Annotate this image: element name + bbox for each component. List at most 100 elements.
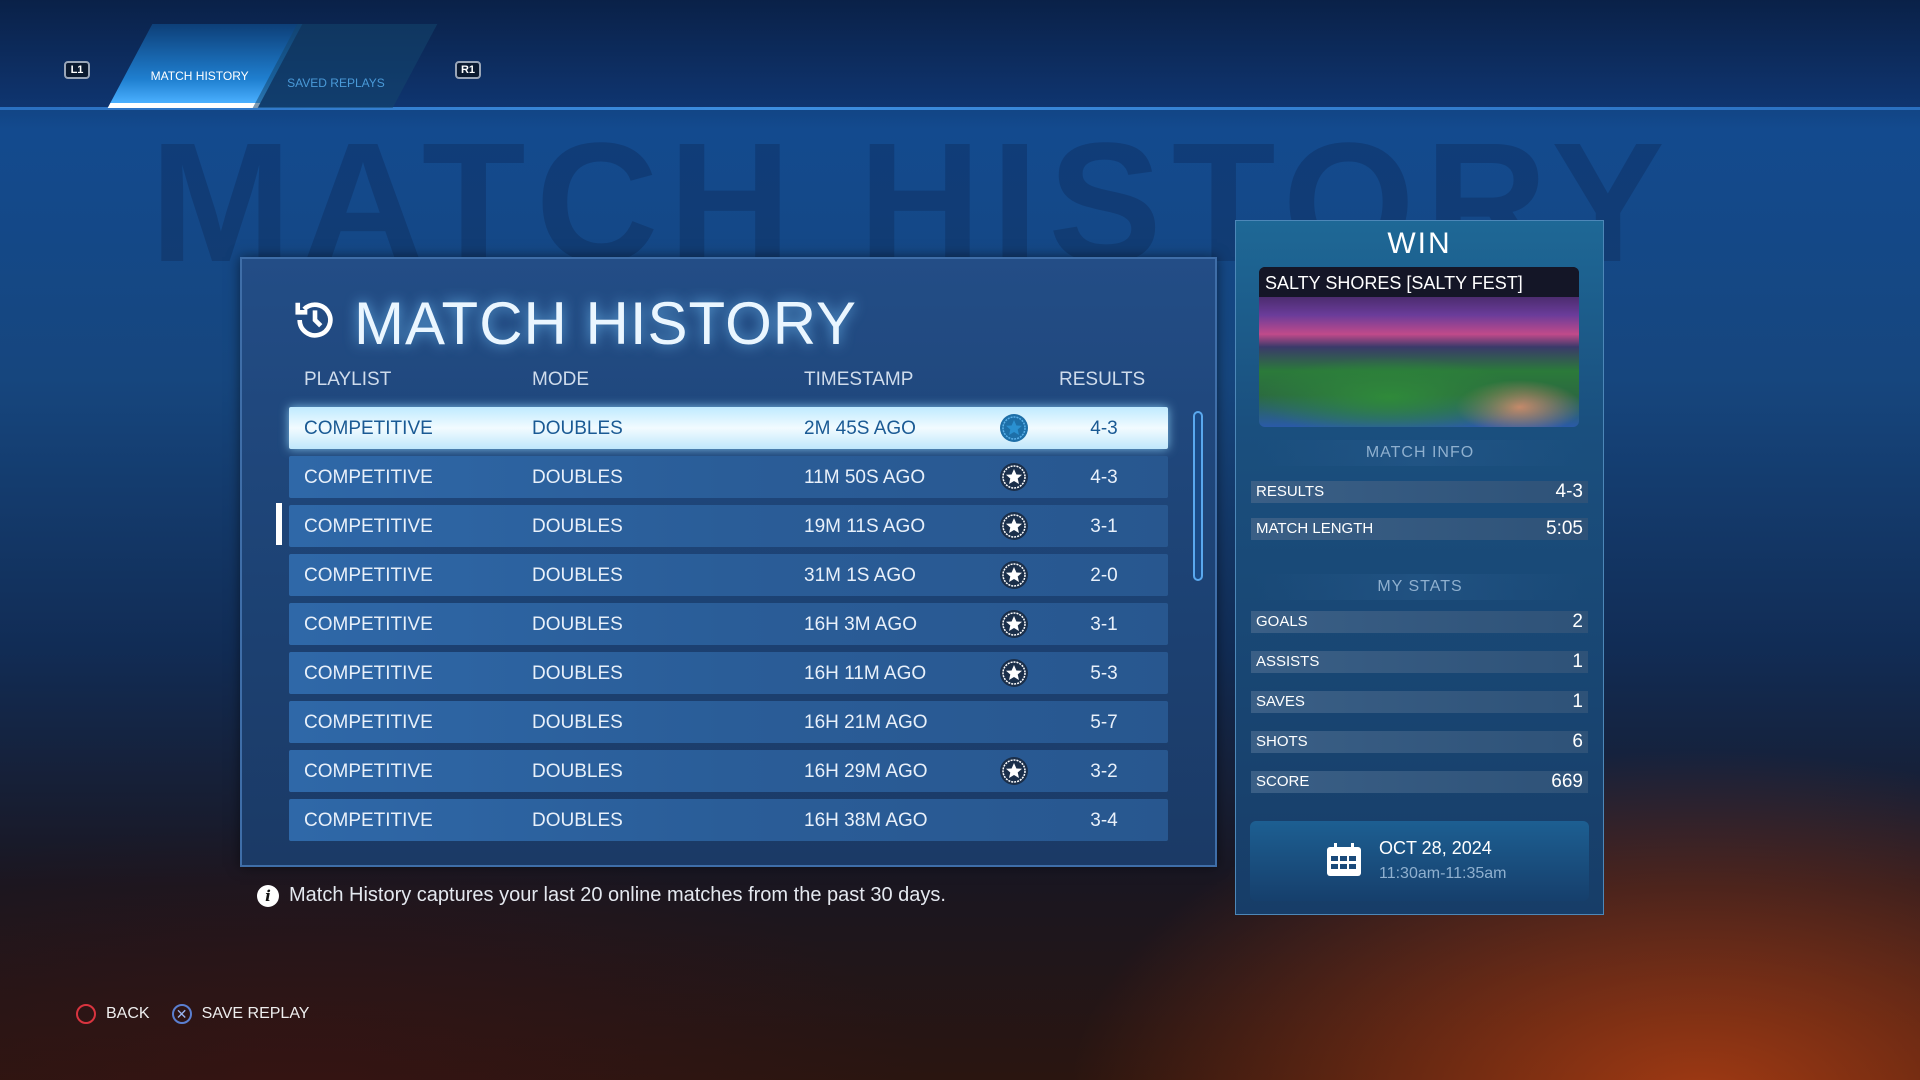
table-row[interactable]: COMPETITIVE DOUBLES 16H 29M AGO 3-2 bbox=[289, 750, 1168, 792]
cell-mode: DOUBLES bbox=[532, 712, 623, 733]
table-row[interactable]: COMPETITIVE DOUBLES 11M 50S AGO 4-3 bbox=[289, 456, 1168, 498]
stat-value: 669 bbox=[1551, 771, 1583, 792]
win-star-icon bbox=[1000, 610, 1028, 638]
cell-playlist: COMPETITIVE bbox=[304, 712, 433, 733]
info-text: Match History captures your last 20 onli… bbox=[289, 884, 946, 906]
cell-playlist: COMPETITIVE bbox=[304, 418, 433, 439]
info-note: i Match History captures your last 20 on… bbox=[257, 884, 946, 907]
stat-label: ASSISTS bbox=[1256, 653, 1320, 670]
table-row[interactable]: COMPETITIVE DOUBLES 16H 3M AGO 3-1 bbox=[289, 603, 1168, 645]
cell-playlist: COMPETITIVE bbox=[304, 761, 433, 782]
win-star-icon bbox=[1000, 659, 1028, 687]
table-row[interactable]: COMPETITIVE DOUBLES 16H 21M AGO 5-7 bbox=[289, 701, 1168, 743]
table-row[interactable]: COMPETITIVE DOUBLES 2M 45S AGO 4-3 bbox=[289, 407, 1168, 449]
stat-assists: ASSISTS 1 bbox=[1251, 651, 1588, 673]
circle-button-icon bbox=[76, 1004, 96, 1024]
history-icon bbox=[295, 302, 333, 338]
match-info-heading: MATCH INFO bbox=[1256, 440, 1584, 466]
column-playlist: PLAYLIST bbox=[304, 369, 392, 390]
cell-mode: DOUBLES bbox=[532, 418, 623, 439]
top-divider bbox=[0, 107, 1920, 110]
cell-playlist: COMPETITIVE bbox=[304, 810, 433, 831]
cell-timestamp: 19M 11S AGO bbox=[804, 516, 926, 537]
cell-playlist: COMPETITIVE bbox=[304, 663, 433, 684]
cell-mode: DOUBLES bbox=[532, 467, 623, 488]
cell-result: 3-1 bbox=[1090, 516, 1118, 537]
cell-result: 4-3 bbox=[1090, 467, 1118, 488]
cell-result: 5-7 bbox=[1090, 712, 1118, 733]
stat-label: SAVES bbox=[1256, 693, 1305, 710]
cell-timestamp: 16H 38M AGO bbox=[804, 810, 928, 831]
match-date: OCT 28, 2024 bbox=[1379, 838, 1492, 858]
column-results: RESULTS bbox=[1059, 369, 1146, 390]
cell-timestamp: 2M 45S AGO bbox=[804, 418, 916, 439]
cell-mode: DOUBLES bbox=[532, 810, 623, 831]
l1-button[interactable]: L1 bbox=[64, 61, 90, 79]
stat-label: MATCH LENGTH bbox=[1256, 520, 1374, 537]
match-details-panel: WIN SALTY SHORES [SALTY FEST] MATCH INFO… bbox=[1235, 220, 1604, 915]
r1-button[interactable]: R1 bbox=[455, 61, 481, 79]
table-row[interactable]: COMPETITIVE DOUBLES 31M 1S AGO 2-0 bbox=[289, 554, 1168, 596]
calendar-icon bbox=[1327, 843, 1361, 876]
cell-playlist: COMPETITIVE bbox=[304, 516, 433, 537]
cell-result: 3-2 bbox=[1090, 761, 1118, 782]
cell-result: 2-0 bbox=[1090, 565, 1118, 586]
stat-label: SCORE bbox=[1256, 773, 1310, 790]
stat-label: GOALS bbox=[1256, 613, 1308, 630]
save-replay-button[interactable]: SAVE REPLAY bbox=[201, 1005, 310, 1022]
match-date-box: OCT 28, 2024 11:30am-11:35am bbox=[1250, 821, 1589, 901]
map-preview: SALTY SHORES [SALTY FEST] bbox=[1259, 267, 1579, 427]
cell-playlist: COMPETITIVE bbox=[304, 614, 433, 635]
cross-button-icon: ✕ bbox=[171, 1004, 192, 1024]
win-star-icon bbox=[1000, 757, 1028, 785]
page-title: MATCH HISTORY bbox=[354, 290, 858, 357]
cell-timestamp: 16H 21M AGO bbox=[804, 712, 928, 733]
stat-score: SCORE 669 bbox=[1251, 771, 1588, 793]
scrollbar[interactable] bbox=[1193, 411, 1203, 581]
cell-mode: DOUBLES bbox=[532, 516, 623, 537]
stat-label: RESULTS bbox=[1256, 483, 1325, 500]
cell-result: 4-3 bbox=[1090, 418, 1118, 439]
cell-mode: DOUBLES bbox=[532, 761, 623, 782]
stat-value: 5:05 bbox=[1546, 518, 1583, 539]
cell-result: 3-4 bbox=[1090, 810, 1118, 831]
win-star-icon bbox=[1000, 561, 1028, 589]
stat-value: 6 bbox=[1572, 731, 1583, 752]
stat-shots: SHOTS 6 bbox=[1251, 731, 1588, 753]
cell-mode: DOUBLES bbox=[532, 614, 623, 635]
cell-timestamp: 16H 11M AGO bbox=[804, 663, 927, 684]
focus-indicator bbox=[276, 503, 282, 545]
match-history-panel: MATCH HISTORY PLAYLIST MODE TIMESTAMP RE… bbox=[240, 257, 1217, 867]
win-star-icon bbox=[1000, 512, 1028, 540]
button-prompts: BACK ✕ SAVE REPLAY bbox=[76, 1004, 309, 1024]
win-star-icon bbox=[1000, 414, 1028, 442]
info-icon: i bbox=[257, 884, 279, 907]
stat-results: RESULTS 4-3 bbox=[1251, 481, 1588, 503]
tab-label: SAVED REPLAYS bbox=[287, 76, 385, 90]
my-stats-heading: MY STATS bbox=[1256, 574, 1584, 600]
cell-timestamp: 31M 1S AGO bbox=[804, 565, 916, 586]
cell-result: 5-3 bbox=[1090, 663, 1118, 684]
map-name: SALTY SHORES [SALTY FEST] bbox=[1259, 267, 1579, 297]
stat-value: 2 bbox=[1572, 611, 1583, 632]
table-row[interactable]: COMPETITIVE DOUBLES 19M 11S AGO 3-1 bbox=[289, 505, 1168, 547]
stat-saves: SAVES 1 bbox=[1251, 691, 1588, 713]
cell-timestamp: 16H 29M AGO bbox=[804, 761, 928, 782]
stat-value: 1 bbox=[1572, 691, 1583, 712]
match-outcome: WIN bbox=[1387, 227, 1452, 260]
match-time: 11:30am-11:35am bbox=[1379, 865, 1507, 882]
stat-label: SHOTS bbox=[1256, 733, 1308, 750]
table-header: PLAYLIST MODE TIMESTAMP RESULTS bbox=[304, 369, 1194, 397]
table-row[interactable]: COMPETITIVE DOUBLES 16H 11M AGO 5-3 bbox=[289, 652, 1168, 694]
win-star-icon bbox=[1000, 463, 1028, 491]
cell-playlist: COMPETITIVE bbox=[304, 565, 433, 586]
cell-mode: DOUBLES bbox=[532, 565, 623, 586]
back-button[interactable]: BACK bbox=[106, 1005, 150, 1022]
cell-playlist: COMPETITIVE bbox=[304, 467, 433, 488]
column-mode: MODE bbox=[532, 369, 589, 390]
cell-mode: DOUBLES bbox=[532, 663, 623, 684]
table-row[interactable]: COMPETITIVE DOUBLES 16H 38M AGO 3-4 bbox=[289, 799, 1168, 841]
tab-label: MATCH HISTORY bbox=[150, 69, 249, 83]
stat-value: 1 bbox=[1572, 651, 1583, 672]
column-timestamp: TIMESTAMP bbox=[804, 369, 914, 390]
